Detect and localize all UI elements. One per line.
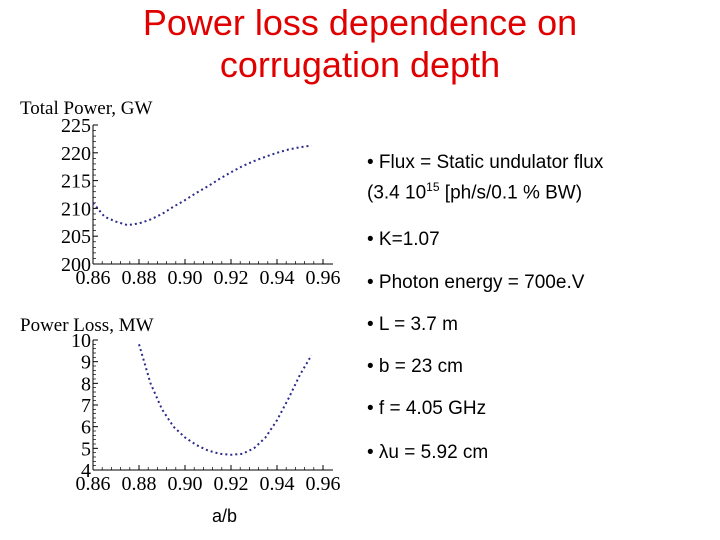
- flux-value-prefix: (3.4 10: [367, 182, 427, 204]
- flux-exponent: 15: [426, 180, 440, 194]
- bottom-chart-y-tick-label: 6: [81, 417, 91, 439]
- bullet-photon-energy: • Photon energy = 700e.V: [367, 272, 585, 293]
- bottom-chart-x-tick-label: 0.88: [122, 473, 157, 495]
- top-chart-x-tick-label: 0.88: [122, 267, 157, 289]
- bullet-flux: • Flux = Static undulator flux: [367, 152, 604, 173]
- bottom-chart-series-line: [138, 344, 313, 456]
- bottom-chart-y-tick-label: 8: [81, 373, 91, 395]
- top-chart-ylabel: Total Power, GW: [20, 98, 153, 119]
- bullet-length: • L = 3.7 m: [367, 314, 458, 335]
- top-chart-series-line: [92, 144, 312, 227]
- top-chart-x-tick-label: 0.90: [168, 267, 203, 289]
- slide-title: Power loss dependence on corrugation dep…: [0, 2, 720, 86]
- top-chart-x-tick-label: 0.94: [260, 267, 295, 289]
- bullet-frequency: • f = 4.05 GHz: [367, 398, 487, 419]
- title-line-1: Power loss dependence on: [142, 2, 578, 43]
- bottom-chart-y-tick-label: 7: [81, 395, 91, 417]
- x-axis-caption: a/b: [212, 506, 238, 526]
- bullet-b: • b = 23 cm: [367, 356, 463, 377]
- top-chart-y-tick-label: 225: [61, 115, 91, 137]
- bottom-chart-x-tick-label: 0.94: [260, 473, 295, 495]
- top-chart-x-tick-label: 0.92: [214, 267, 249, 289]
- title-line-2: corrugation depth: [219, 44, 501, 85]
- bottom-chart-y-tick-label: 10: [71, 330, 91, 352]
- flux-value-suffix: [ph/s/0.1 % BW): [439, 182, 583, 204]
- bottom-chart-y-tick-label: 9: [81, 352, 91, 374]
- bullet-k: • K=1.07: [367, 229, 440, 250]
- bottom-chart-x-tick-label: 0.92: [214, 473, 249, 495]
- bottom-chart-x-tick-label: 0.90: [168, 473, 203, 495]
- bottom-chart-x-tick-label: 0.96: [306, 473, 341, 495]
- top-chart-y-tick-label: 215: [61, 171, 91, 193]
- bottom-chart-ylabel: Power Loss, MW: [20, 315, 154, 336]
- bullet-flux-value: (3.4 1015 [ph/s/0.1 % BW): [367, 180, 582, 204]
- top-chart-x-tick-label: 0.96: [306, 267, 341, 289]
- top-chart-y-tick-label: 200: [61, 254, 91, 276]
- bullet-lambda-u: • λu = 5.92 cm: [367, 442, 489, 463]
- bottom-chart-y-tick-label: 5: [81, 438, 91, 460]
- bottom-chart-y-tick-label: 4: [81, 460, 91, 482]
- top-chart-y-tick-label: 220: [61, 143, 91, 165]
- top-chart-x-tick-label: 0.86: [76, 267, 111, 289]
- top-chart-y-tick-label: 205: [61, 226, 91, 248]
- bottom-chart-x-tick-label: 0.86: [76, 473, 111, 495]
- top-chart-y-tick-label: 210: [61, 198, 91, 220]
